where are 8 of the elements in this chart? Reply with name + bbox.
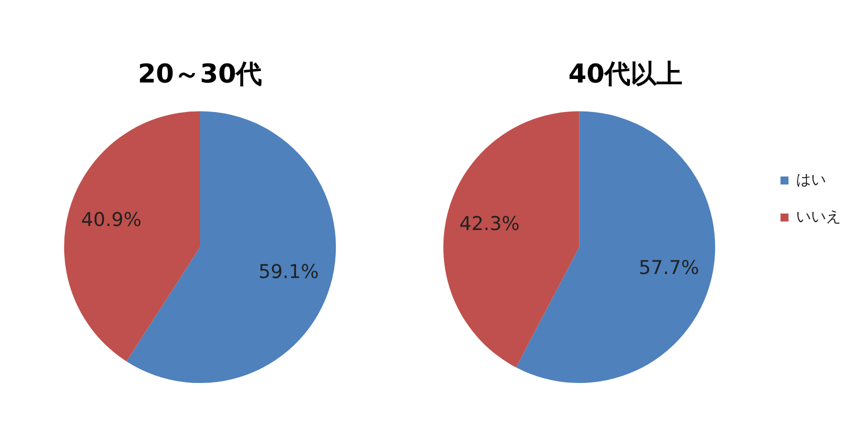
legend-label: いいえ (796, 207, 841, 226)
data-label: 40.9% (81, 208, 142, 231)
data-label: 59.1% (258, 261, 319, 284)
legend-label: はい (796, 170, 826, 188)
data-label: 57.7% (638, 257, 700, 280)
chart-title: 40代以上 (568, 59, 683, 90)
chart-title: 20～30代 (138, 59, 262, 90)
data-label: 42.3% (459, 212, 520, 235)
